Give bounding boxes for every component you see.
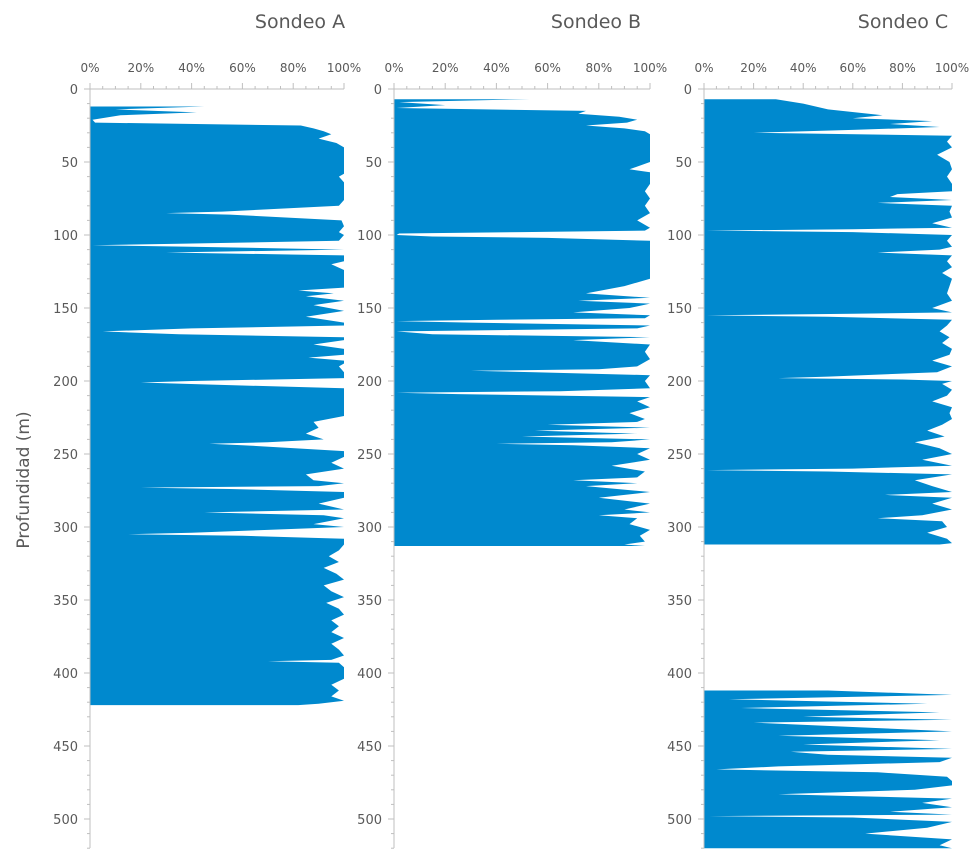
- x-tick-label: 0%: [694, 61, 713, 75]
- x-tick-label: 60%: [229, 61, 256, 75]
- chart-panel-b: Sondeo B 0% 20% 40% 60% 80% 100% 0 50 100 150 200 25…: [357, 11, 667, 849]
- y-tick-label: 100: [53, 229, 78, 244]
- x-tick-label: 100%: [633, 61, 667, 75]
- y-tick-label: 250: [667, 448, 692, 463]
- y-tick-label: 150: [357, 302, 382, 317]
- y-tick-label: 500: [667, 813, 692, 828]
- y-axis-label: Profundidad (m): [6, 380, 42, 580]
- x-tick-label: 60%: [534, 61, 561, 75]
- y-tick-label: 150: [667, 302, 692, 317]
- x-tick-label: 20%: [432, 61, 459, 75]
- profile-area-series-1: [704, 99, 952, 545]
- y-tick-label: 500: [357, 813, 382, 828]
- chart-panel-c: Sondeo C 0% 20% 40% 60% 80% 100% 0 50 100 150 200 25…: [667, 11, 969, 849]
- y-tick-label: 0: [684, 83, 692, 98]
- chart-title: Sondeo B: [551, 11, 641, 33]
- x-tick-label: 80%: [280, 61, 307, 75]
- x-tick-label: 40%: [483, 61, 510, 75]
- y-tick-label: 400: [357, 667, 382, 682]
- x-tick-label: 20%: [127, 61, 154, 75]
- y-tick-label: 300: [53, 521, 78, 536]
- y-tick-label: 50: [365, 156, 382, 171]
- y-tick-label: 200: [53, 375, 78, 390]
- y-tick-label: 400: [53, 667, 78, 682]
- y-tick-label: 200: [667, 375, 692, 390]
- y-tick-label: 150: [53, 302, 78, 317]
- y-tick-label: 450: [667, 740, 692, 755]
- chart-title: Sondeo C: [858, 11, 948, 33]
- profile-area-series-1: [394, 99, 650, 546]
- x-tick-label: 40%: [178, 61, 205, 75]
- x-tick-label: 100%: [935, 61, 969, 75]
- y-tick-label: 0: [70, 83, 78, 98]
- y-tick-label: 0: [374, 83, 382, 98]
- y-tick-label: 450: [53, 740, 78, 755]
- x-tick-label: 0%: [384, 61, 403, 75]
- y-tick-label: 350: [357, 594, 382, 609]
- x-tick-label: 0%: [80, 61, 99, 75]
- profile-area-series-1: [90, 106, 344, 706]
- x-tick-label: 100%: [327, 61, 361, 75]
- y-tick-label: 250: [357, 448, 382, 463]
- y-tick-label: 500: [53, 813, 78, 828]
- x-tick-label: 60%: [839, 61, 866, 75]
- y-tick-label: 300: [357, 521, 382, 536]
- y-tick-label: 300: [667, 521, 692, 536]
- y-tick-label: 200: [357, 375, 382, 390]
- x-tick-label: 80%: [585, 61, 612, 75]
- chart-title: Sondeo A: [255, 11, 345, 33]
- y-tick-label: 100: [667, 229, 692, 244]
- y-tick-label: 250: [53, 448, 78, 463]
- x-tick-label: 20%: [740, 61, 767, 75]
- y-tick-label: 400: [667, 667, 692, 682]
- y-tick-label: 450: [357, 740, 382, 755]
- y-axis-label-text: Profundidad (m): [14, 411, 34, 549]
- y-tick-label: 50: [675, 156, 692, 171]
- y-tick-label: 350: [667, 594, 692, 609]
- profile-area-series-2: [704, 690, 952, 849]
- x-tick-label: 40%: [790, 61, 817, 75]
- y-tick-label: 100: [357, 229, 382, 244]
- chart-panel-a: Sondeo A 0% 20% 40% 60% 80% 100% 0 50 100 150 200 25…: [53, 11, 361, 849]
- y-tick-label: 350: [53, 594, 78, 609]
- x-tick-label: 80%: [889, 61, 916, 75]
- y-tick-label: 50: [61, 156, 78, 171]
